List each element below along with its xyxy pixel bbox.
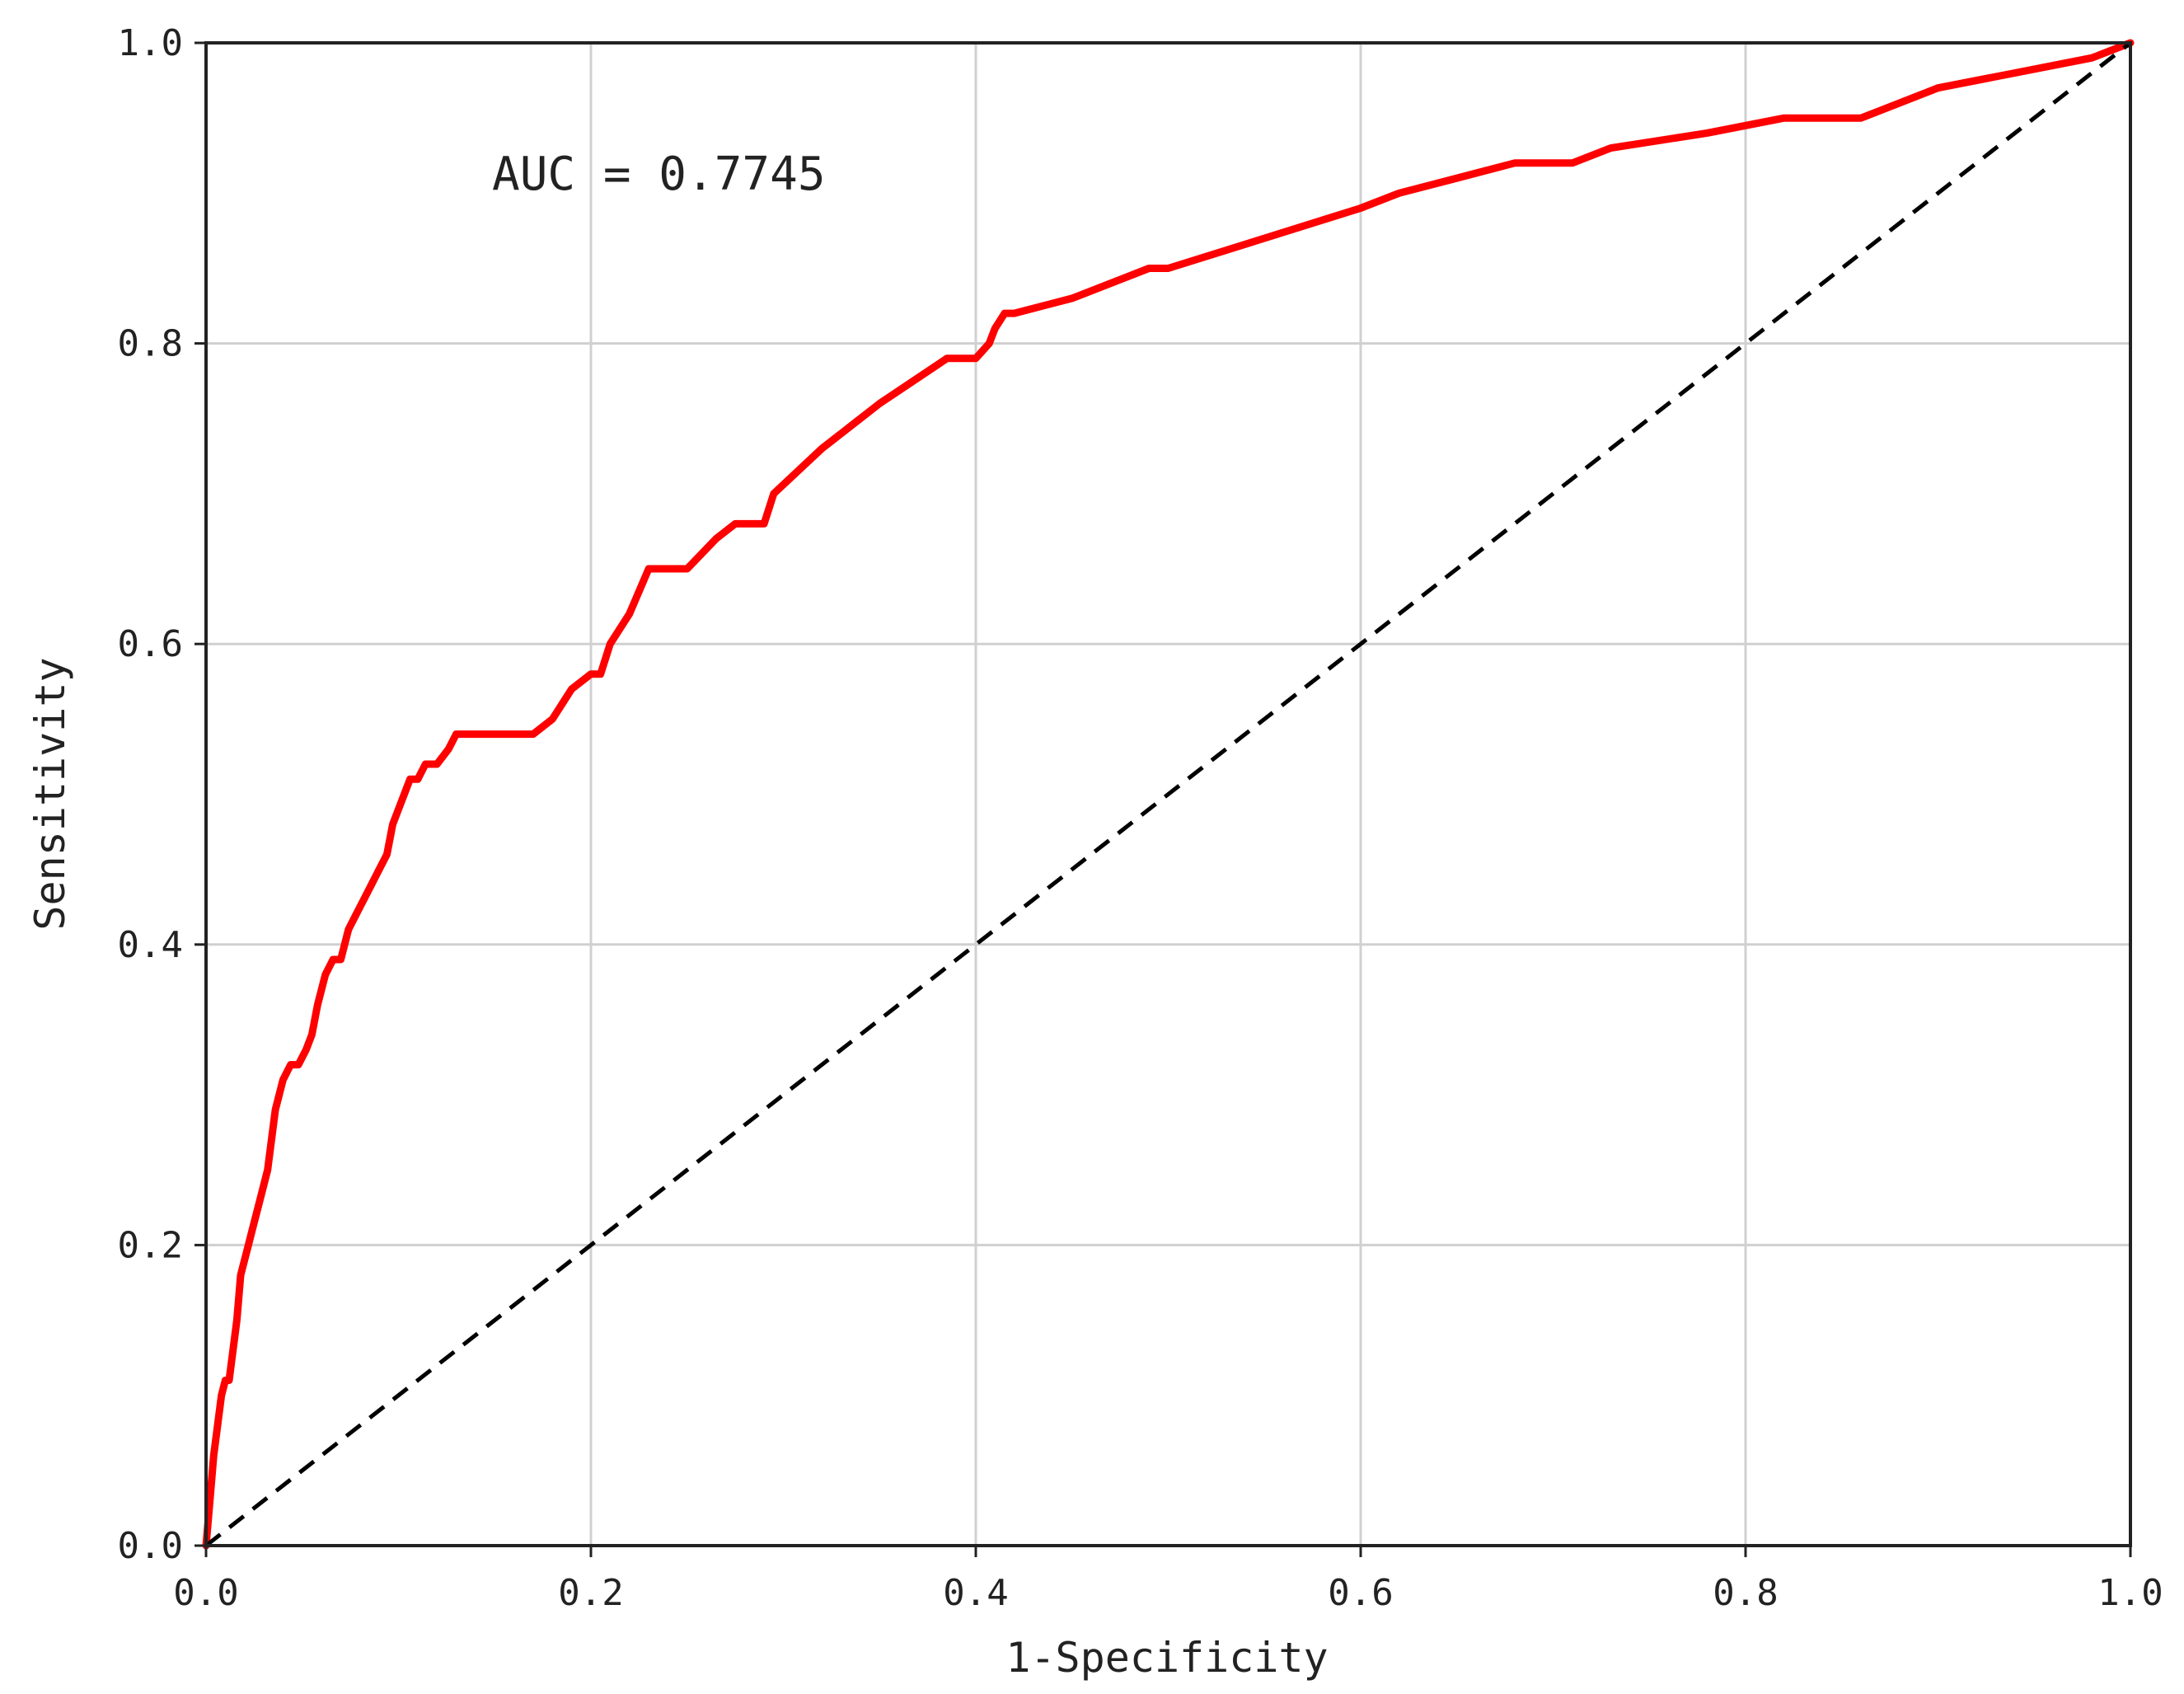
axis-ticks: 0.0 0.2 0.4 0.6 0.8 1.0 0.0 0.2 0.4 0.6 0.8 1.0 [118, 22, 2163, 1614]
y-tick-label: 1.0 [118, 22, 183, 64]
roc-curve-line [202, 39, 2135, 1550]
plot-frame [204, 41, 2132, 1547]
y-tick-label: 0.4 [118, 924, 183, 966]
y-axis-label: Sensitivity [26, 657, 74, 930]
y-tick-label: 0.6 [118, 623, 183, 665]
reference-diagonal-line [204, 41, 2132, 1547]
y-tick-label: 0.8 [118, 323, 183, 365]
auc-annotation: AUC = 0.7745 [492, 148, 826, 201]
x-tick-label: 0.4 [943, 1572, 1008, 1614]
series-lines [202, 39, 2135, 1550]
y-tick-label: 0.2 [118, 1224, 183, 1266]
x-tick-label: 0.6 [1328, 1572, 1393, 1614]
x-tick-label: 1.0 [2097, 1572, 2163, 1614]
x-tick-label: 0.2 [558, 1572, 623, 1614]
x-tick-label: 0.8 [1713, 1572, 1778, 1614]
x-tick-label: 0.0 [173, 1572, 238, 1614]
x-axis-label: 1-Specificity [1005, 1634, 1328, 1682]
y-tick-label: 0.0 [118, 1525, 183, 1567]
